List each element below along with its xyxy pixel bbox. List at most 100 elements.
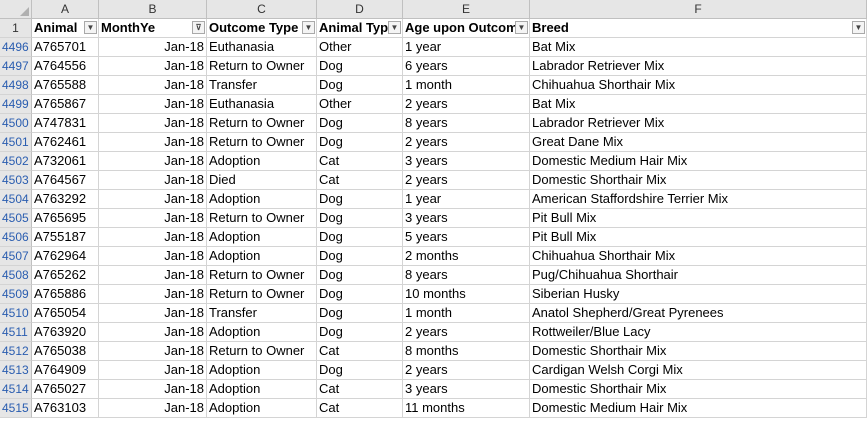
cell-monthyear[interactable]: Jan-18 <box>99 209 207 228</box>
row-number[interactable]: 4502 <box>0 152 32 171</box>
cell-outcome-type[interactable]: Return to Owner <box>207 285 317 304</box>
cell-breed[interactable]: Pit Bull Mix <box>530 228 867 247</box>
cell-animal-type[interactable]: Cat <box>317 380 403 399</box>
header-cell-monthyear[interactable]: MonthYe ⊽ <box>99 19 207 38</box>
cell-outcome-type[interactable]: Return to Owner <box>207 57 317 76</box>
cell-breed[interactable]: Chihuahua Shorthair Mix <box>530 247 867 266</box>
cell-animal-id[interactable]: A764909 <box>32 361 99 380</box>
filter-dropdown-icon[interactable]: ▼ <box>302 21 315 34</box>
cell-outcome-type[interactable]: Return to Owner <box>207 133 317 152</box>
cell-age[interactable]: 2 years <box>403 171 530 190</box>
cell-age[interactable]: 2 years <box>403 133 530 152</box>
cell-monthyear[interactable]: Jan-18 <box>99 171 207 190</box>
row-number[interactable]: 4512 <box>0 342 32 361</box>
cell-outcome-type[interactable]: Adoption <box>207 399 317 418</box>
cell-age[interactable]: 1 month <box>403 304 530 323</box>
column-header-c[interactable]: C <box>207 0 317 19</box>
cell-outcome-type[interactable]: Adoption <box>207 361 317 380</box>
filter-dropdown-icon[interactable]: ▼ <box>84 21 97 34</box>
row-number[interactable]: 4509 <box>0 285 32 304</box>
cell-breed[interactable]: Domestic Shorthair Mix <box>530 342 867 361</box>
cell-breed[interactable]: Bat Mix <box>530 95 867 114</box>
cell-breed[interactable]: Labrador Retriever Mix <box>530 57 867 76</box>
cell-age[interactable]: 1 year <box>403 190 530 209</box>
cell-monthyear[interactable]: Jan-18 <box>99 399 207 418</box>
row-number[interactable]: 4510 <box>0 304 32 323</box>
cell-animal-type[interactable]: Dog <box>317 247 403 266</box>
cell-animal-id[interactable]: A764556 <box>32 57 99 76</box>
row-number[interactable]: 4515 <box>0 399 32 418</box>
cell-outcome-type[interactable]: Transfer <box>207 304 317 323</box>
cell-outcome-type[interactable]: Transfer <box>207 76 317 95</box>
cell-animal-id[interactable]: A765886 <box>32 285 99 304</box>
cell-breed[interactable]: Domestic Shorthair Mix <box>530 171 867 190</box>
cell-age[interactable]: 3 years <box>403 152 530 171</box>
cell-age[interactable]: 8 years <box>403 114 530 133</box>
cell-animal-id[interactable]: A732061 <box>32 152 99 171</box>
cell-age[interactable]: 11 months <box>403 399 530 418</box>
row-number[interactable]: 4505 <box>0 209 32 228</box>
header-cell-animal[interactable]: Animal ▼ <box>32 19 99 38</box>
cell-age[interactable]: 2 months <box>403 247 530 266</box>
cell-animal-type[interactable]: Dog <box>317 304 403 323</box>
row-number[interactable]: 4506 <box>0 228 32 247</box>
cell-animal-id[interactable]: A747831 <box>32 114 99 133</box>
header-cell-animal-type[interactable]: Animal Typ ▼ <box>317 19 403 38</box>
cell-animal-type[interactable]: Cat <box>317 152 403 171</box>
column-header-d[interactable]: D <box>317 0 403 19</box>
filter-dropdown-icon[interactable]: ▼ <box>515 21 528 34</box>
cell-animal-id[interactable]: A763103 <box>32 399 99 418</box>
row-number[interactable]: 4507 <box>0 247 32 266</box>
cell-outcome-type[interactable]: Euthanasia <box>207 95 317 114</box>
cell-animal-id[interactable]: A765588 <box>32 76 99 95</box>
cell-animal-type[interactable]: Dog <box>317 323 403 342</box>
cell-breed[interactable]: Domestic Medium Hair Mix <box>530 152 867 171</box>
cell-age[interactable]: 2 years <box>403 323 530 342</box>
cell-monthyear[interactable]: Jan-18 <box>99 285 207 304</box>
cell-outcome-type[interactable]: Adoption <box>207 323 317 342</box>
cell-outcome-type[interactable]: Return to Owner <box>207 114 317 133</box>
cell-monthyear[interactable]: Jan-18 <box>99 228 207 247</box>
cell-animal-type[interactable]: Dog <box>317 266 403 285</box>
cell-monthyear[interactable]: Jan-18 <box>99 361 207 380</box>
cell-breed[interactable]: Siberian Husky <box>530 285 867 304</box>
cell-age[interactable]: 2 years <box>403 361 530 380</box>
cell-monthyear[interactable]: Jan-18 <box>99 304 207 323</box>
cell-animal-type[interactable]: Dog <box>317 133 403 152</box>
cell-monthyear[interactable]: Jan-18 <box>99 323 207 342</box>
row-number[interactable]: 4511 <box>0 323 32 342</box>
cell-age[interactable]: 3 years <box>403 209 530 228</box>
cell-breed[interactable]: Bat Mix <box>530 38 867 57</box>
cell-age[interactable]: 3 years <box>403 380 530 399</box>
column-header-a[interactable]: A <box>32 0 99 19</box>
row-number[interactable]: 4498 <box>0 76 32 95</box>
column-header-e[interactable]: E <box>403 0 530 19</box>
row-number[interactable]: 4497 <box>0 57 32 76</box>
row-number[interactable]: 4504 <box>0 190 32 209</box>
cell-outcome-type[interactable]: Adoption <box>207 247 317 266</box>
cell-animal-type[interactable]: Dog <box>317 228 403 247</box>
cell-breed[interactable]: Anatol Shepherd/Great Pyrenees <box>530 304 867 323</box>
cell-animal-id[interactable]: A765027 <box>32 380 99 399</box>
header-cell-age-upon-outcome[interactable]: Age upon Outcom ▼ <box>403 19 530 38</box>
cell-outcome-type[interactable]: Died <box>207 171 317 190</box>
cell-animal-type[interactable]: Other <box>317 38 403 57</box>
cell-age[interactable]: 8 months <box>403 342 530 361</box>
cell-breed[interactable]: Pit Bull Mix <box>530 209 867 228</box>
cell-breed[interactable]: Rottweiler/Blue Lacy <box>530 323 867 342</box>
cell-animal-id[interactable]: A755187 <box>32 228 99 247</box>
cell-animal-type[interactable]: Dog <box>317 190 403 209</box>
cell-breed[interactable]: Pug/Chihuahua Shorthair <box>530 266 867 285</box>
cell-breed[interactable]: Cardigan Welsh Corgi Mix <box>530 361 867 380</box>
cell-animal-type[interactable]: Cat <box>317 342 403 361</box>
cell-outcome-type[interactable]: Adoption <box>207 380 317 399</box>
cell-monthyear[interactable]: Jan-18 <box>99 38 207 57</box>
cell-outcome-type[interactable]: Return to Owner <box>207 209 317 228</box>
cell-outcome-type[interactable]: Return to Owner <box>207 266 317 285</box>
cell-monthyear[interactable]: Jan-18 <box>99 133 207 152</box>
cell-age[interactable]: 1 month <box>403 76 530 95</box>
cell-age[interactable]: 6 years <box>403 57 530 76</box>
cell-animal-id[interactable]: A765262 <box>32 266 99 285</box>
cell-outcome-type[interactable]: Adoption <box>207 152 317 171</box>
cell-monthyear[interactable]: Jan-18 <box>99 95 207 114</box>
